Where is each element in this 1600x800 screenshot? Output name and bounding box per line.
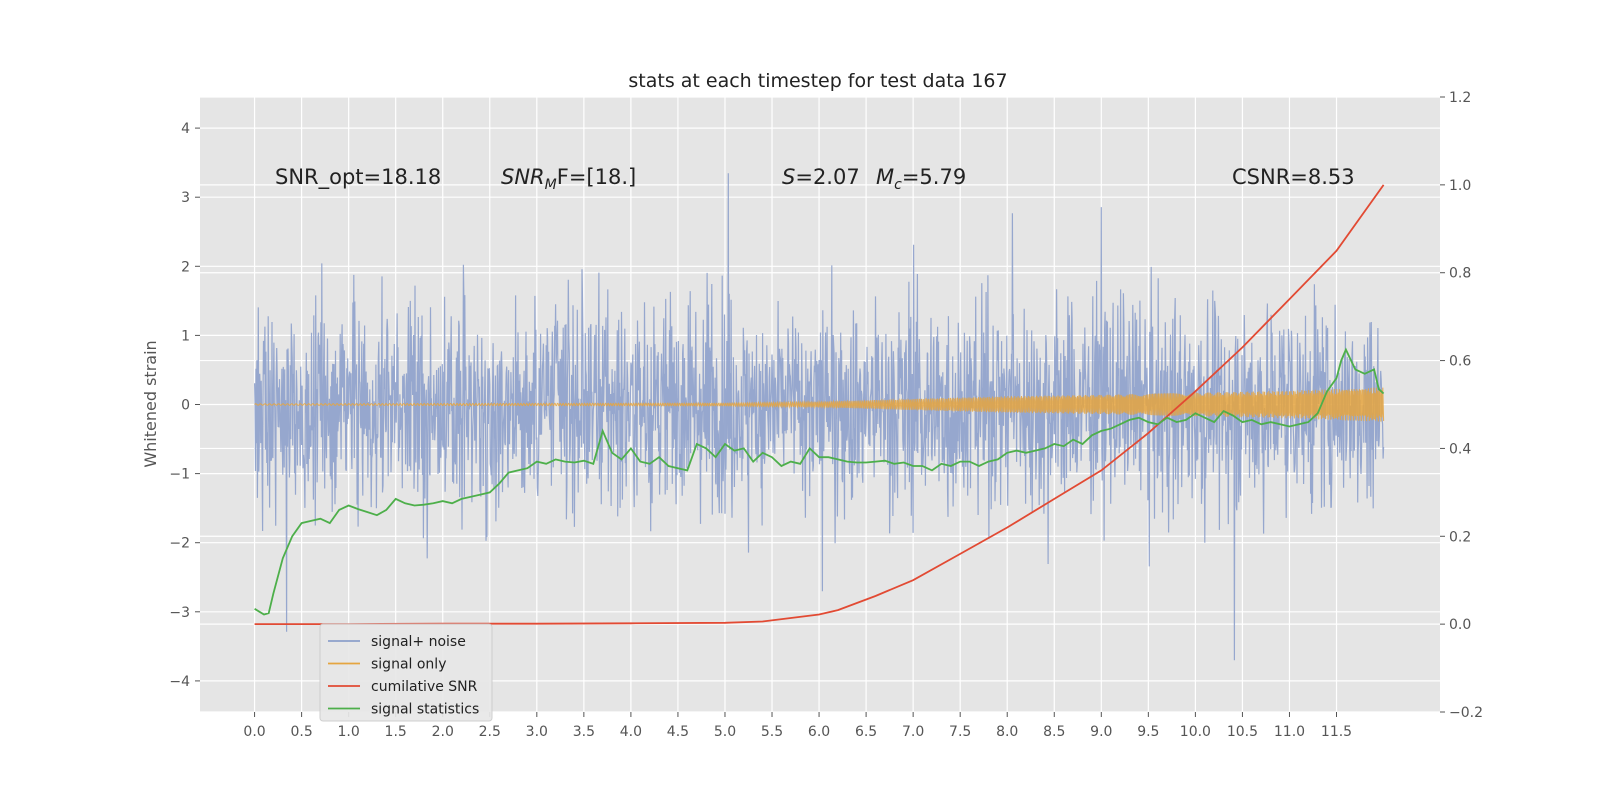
line-series bbox=[254, 184, 1385, 625]
y2-tick-label: 0.8 bbox=[1449, 266, 1471, 282]
x-tick-label: 10.0 bbox=[1180, 724, 1211, 740]
series-cumulative-snr-line bbox=[254, 184, 1385, 625]
y-tick-label: −2 bbox=[169, 536, 190, 552]
annotation-csnr: CSNR=8.53 bbox=[1232, 165, 1355, 189]
x-tick-label: 11.5 bbox=[1321, 724, 1352, 740]
x-tick-label: 1.5 bbox=[385, 724, 407, 740]
annotation-mc-rest: =5.79 bbox=[902, 165, 966, 189]
x-tick-label: 10.5 bbox=[1227, 724, 1258, 740]
x-tick-label: 3.5 bbox=[573, 724, 595, 740]
x-tick-label: 3.0 bbox=[526, 724, 548, 740]
signal-only-series bbox=[254, 387, 1385, 422]
y2-tick-label: 0.4 bbox=[1449, 441, 1471, 457]
y-tick-label: −4 bbox=[169, 674, 190, 690]
legend-item-cumulative-snr: cumilative SNR bbox=[328, 679, 478, 695]
legend-label: signal statistics bbox=[371, 702, 479, 718]
legend-label: signal+ noise bbox=[371, 634, 466, 650]
y-tick-label: 1 bbox=[181, 328, 190, 344]
annotation-s: S=2.07 bbox=[782, 165, 860, 189]
chart-title: stats at each timestep for test data 167 bbox=[628, 70, 1007, 92]
x-tick-label: 11.0 bbox=[1274, 724, 1305, 740]
y-tick-label: −1 bbox=[169, 467, 190, 483]
x-tick-label: 2.0 bbox=[432, 724, 454, 740]
signal-noise-series bbox=[254, 173, 1385, 661]
y2-tick-label: 0.6 bbox=[1449, 354, 1471, 370]
y-tick-label: 2 bbox=[181, 259, 190, 275]
annotation-s-rest: =2.07 bbox=[795, 165, 859, 189]
y-tick-label: 0 bbox=[181, 398, 190, 414]
series-signal-statistics-line bbox=[254, 347, 1385, 616]
x-tick-label: 4.5 bbox=[667, 724, 689, 740]
series-signal-only-line bbox=[254, 387, 1385, 422]
x-tick-label: 9.5 bbox=[1137, 724, 1159, 740]
legend-label: signal only bbox=[371, 657, 446, 673]
x-tick-label: 2.5 bbox=[479, 724, 501, 740]
x-tick-label: 8.0 bbox=[996, 724, 1018, 740]
y-tick-label: −3 bbox=[169, 605, 190, 621]
x-tick-label: 1.0 bbox=[338, 724, 360, 740]
y-tick-label: 3 bbox=[181, 190, 190, 206]
x-tick-label: 9.0 bbox=[1090, 724, 1112, 740]
y2-tick-label: 1.0 bbox=[1449, 178, 1471, 194]
annotation-snr-opt: SNR_opt=18.18 bbox=[275, 165, 441, 190]
annotation-snr-mf-rest: F=[18.] bbox=[557, 165, 636, 189]
axes: 0.0 0.5 1.0 1.5 2.0 2.5 3.0 3.5 4.0 4.5 5.0 5.5 6.0 6… bbox=[169, 90, 1483, 740]
y2-tick-label: 0.0 bbox=[1449, 617, 1471, 633]
x-tick-label: 7.5 bbox=[949, 724, 971, 740]
x-tick-label: 0.0 bbox=[243, 724, 265, 740]
x-tick-label: 6.0 bbox=[808, 724, 830, 740]
legend-box bbox=[319, 623, 493, 722]
y2-tick-label: 1.2 bbox=[1449, 90, 1471, 106]
annotation-mc-sub: c bbox=[894, 177, 902, 193]
x-tick-label: 8.5 bbox=[1043, 724, 1065, 740]
annotation-snr-mf: SNRMF=[18.] bbox=[501, 165, 636, 193]
legend-item-signal-statistics: signal statistics bbox=[328, 702, 479, 718]
annotation-snr-mf-main: SNR bbox=[501, 165, 545, 189]
annotations: SNR_opt=18.18 SNRMF=[18.] S=2.07 Mc=5.79… bbox=[275, 165, 1355, 193]
x-tick-label: 7.0 bbox=[902, 724, 924, 740]
annotation-snr-mf-sub: M bbox=[545, 177, 557, 193]
y-axis-label: Whitened strain bbox=[141, 340, 160, 467]
y-tick-label: 4 bbox=[181, 121, 190, 137]
legend-label: cumilative SNR bbox=[371, 679, 478, 695]
annotation-mc-var: M bbox=[876, 165, 894, 189]
x-tick-label: 5.5 bbox=[761, 724, 783, 740]
series-signal-noise-line bbox=[254, 173, 1385, 661]
legend-item-signal-only: signal only bbox=[328, 657, 446, 673]
annotation-mc: Mc=5.79 bbox=[876, 165, 966, 193]
legend: signal+ noise signal only cumilative SNR si… bbox=[319, 623, 493, 722]
y2-tick-label: 0.2 bbox=[1449, 529, 1471, 545]
legend-item-signal-noise: signal+ noise bbox=[328, 634, 466, 650]
x-tick-label: 4.0 bbox=[620, 724, 642, 740]
x-tick-label: 6.5 bbox=[855, 724, 877, 740]
annotation-s-var: S bbox=[782, 165, 795, 189]
y2-tick-label: −0.2 bbox=[1449, 705, 1483, 721]
x-tick-label: 5.0 bbox=[714, 724, 736, 740]
x-tick-label: 0.5 bbox=[290, 724, 312, 740]
